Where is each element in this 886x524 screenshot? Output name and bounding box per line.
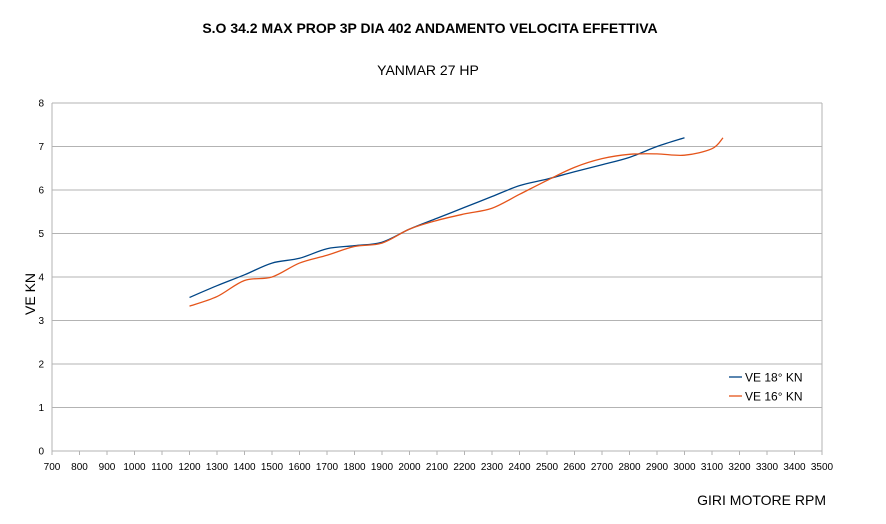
x-tick-label: 1700 bbox=[316, 462, 339, 473]
x-tick-label: 2200 bbox=[453, 462, 476, 473]
series-line-1 bbox=[189, 137, 685, 299]
x-tick-label: 2600 bbox=[563, 462, 586, 473]
y-tick-label: 4 bbox=[38, 273, 44, 284]
y-tick-label: 3 bbox=[38, 316, 44, 327]
legend-label-2: VE 16° KN bbox=[745, 390, 803, 404]
x-tick-label: 1300 bbox=[206, 462, 229, 473]
x-tick-label: 2400 bbox=[508, 462, 531, 473]
y-axis-label: VE KN bbox=[22, 273, 38, 315]
x-tick-label: 1500 bbox=[261, 462, 284, 473]
x-tick-label: 1000 bbox=[123, 462, 146, 473]
x-tick-label: 1600 bbox=[288, 462, 311, 473]
x-tick-label: 3100 bbox=[701, 462, 724, 473]
y-tick-label: 5 bbox=[38, 229, 44, 240]
x-tick-label: 3200 bbox=[728, 462, 751, 473]
x-tick-label: 3000 bbox=[673, 462, 696, 473]
x-tick-label: 1800 bbox=[343, 462, 366, 473]
x-axis-label: GIRI MOTORE RPM bbox=[697, 492, 826, 508]
x-tick-label: 3300 bbox=[756, 462, 779, 473]
legend: VE 18° KN VE 16° KN bbox=[729, 371, 803, 404]
x-tick-label: 2900 bbox=[646, 462, 669, 473]
x-tick-label: 700 bbox=[44, 462, 61, 473]
x-tick-label: 2000 bbox=[398, 462, 421, 473]
y-tick-label: 2 bbox=[38, 360, 44, 371]
x-tick-label: 2100 bbox=[426, 462, 449, 473]
series-line-2 bbox=[189, 137, 724, 307]
x-tick-label: 1400 bbox=[233, 462, 256, 473]
x-tick-label: 1100 bbox=[151, 462, 173, 473]
x-tick-label: 900 bbox=[99, 462, 116, 473]
x-tick-label: 800 bbox=[71, 462, 88, 473]
chart-subtitle: YANMAR 27 HP bbox=[377, 62, 479, 78]
x-tick-label: 1900 bbox=[371, 462, 394, 473]
x-tick-label: 1200 bbox=[178, 462, 201, 473]
x-tick-label: 2500 bbox=[536, 462, 559, 473]
y-tick-label: 1 bbox=[38, 403, 44, 414]
x-tick-label: 2800 bbox=[618, 462, 641, 473]
y-tick-label: 6 bbox=[38, 186, 44, 197]
chart-title: S.O 34.2 MAX PROP 3P DIA 402 ANDAMENTO V… bbox=[202, 20, 657, 36]
x-tick-label: 2700 bbox=[591, 462, 614, 473]
y-tick-label: 0 bbox=[38, 447, 44, 458]
x-tick-label: 3500 bbox=[811, 462, 834, 473]
y-tick-label: 8 bbox=[38, 99, 44, 110]
x-tick-label: 2300 bbox=[481, 462, 504, 473]
legend-label-1: VE 18° KN bbox=[745, 371, 803, 385]
plot-area: 0 1 2 3 4 5 6 7 8 700 800 900 1000 1100 1200 1300 1400 15… bbox=[38, 99, 833, 474]
y-tick-label: 7 bbox=[38, 142, 44, 153]
x-tick-label: 3400 bbox=[783, 462, 806, 473]
